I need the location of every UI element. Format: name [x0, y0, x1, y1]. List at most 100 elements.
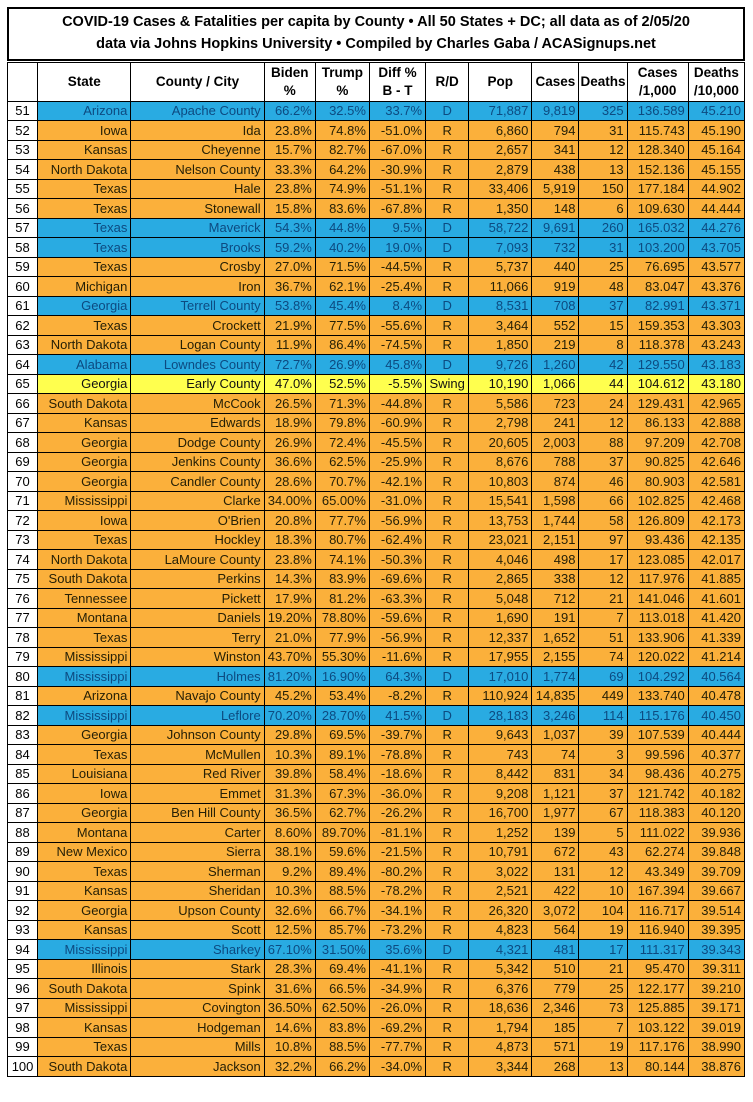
column-header-cases_per_1000: Cases /1,000 [626, 61, 689, 102]
cell-deaths_per_10000: 40.275 [687, 763, 746, 784]
cell-deaths_per_10000: 40.450 [687, 705, 746, 726]
cell-county_city: Edwards [130, 412, 265, 433]
table-title-box: COVID-19 Cases & Fatalities per capita b… [7, 7, 745, 61]
cell-r_d: D [425, 666, 470, 687]
cell-county_city: Sheridan [130, 880, 265, 901]
cell-cases: 148 [531, 198, 580, 219]
cell-county_city: Maverick [130, 217, 265, 238]
cell-county_city: Apache County [130, 100, 265, 121]
cell-deaths: 17 [578, 549, 628, 570]
column-header-r_d: R/D [425, 61, 470, 102]
cell-diff_pct_b_t: -34.9% [368, 978, 427, 999]
cell-cases: 571 [531, 1036, 580, 1057]
cell-county_city: Daniels [130, 607, 265, 628]
cell-deaths: 8 [578, 334, 628, 355]
cell-cases: 2,155 [531, 646, 580, 667]
cell-trump_pct: 79.8% [314, 412, 370, 433]
cell-trump_pct: 66.5% [314, 978, 370, 999]
cell-pop: 13,753 [468, 510, 533, 531]
cell-deaths_per_10000: 43.303 [687, 315, 746, 336]
cell-pop: 6,860 [468, 120, 533, 141]
cell-deaths_per_10000: 43.376 [687, 276, 746, 297]
cell-deaths_per_10000: 42.135 [687, 529, 746, 550]
table-row: 90 Texas Sherman 9.2% 89.4% -80.2% R 3,022 131 12… [6, 861, 746, 882]
cell-cases_per_1000: 123.085 [626, 549, 689, 570]
cell-county_city: Stark [130, 958, 265, 979]
cell-state: New Mexico [37, 841, 132, 862]
cell-deaths_per_10000: 42.017 [687, 549, 746, 570]
cell-cases_per_1000: 107.539 [626, 724, 689, 745]
cell-pop: 9,208 [468, 783, 533, 804]
cell-cases: 3,072 [531, 900, 580, 921]
table-row: 61 Georgia Terrell County 53.8% 45.4% 8.4% D 8,… [6, 295, 746, 316]
table-row: 91 Kansas Sheridan 10.3% 88.5% -78.2% R 2,521 42… [6, 880, 746, 901]
cell-trump_pct: 52.5% [314, 373, 370, 394]
cell-rank: 53 [6, 139, 39, 160]
cell-county_city: Sierra [130, 841, 265, 862]
cell-state: Texas [37, 217, 132, 238]
table-row: 74 North Dakota LaMoure County 23.8% 74.1% -5… [6, 549, 746, 570]
column-header-deaths: Deaths [578, 61, 628, 102]
cell-deaths: 12 [578, 568, 628, 589]
cell-county_city: Carter [130, 822, 265, 843]
cell-deaths_per_10000: 41.420 [687, 607, 746, 628]
cell-trump_pct: 77.5% [314, 315, 370, 336]
page-title-line2: data via Johns Hopkins University • Comp… [96, 35, 656, 52]
cell-state: Texas [37, 198, 132, 219]
cell-deaths: 24 [578, 393, 628, 414]
cell-cases: 341 [531, 139, 580, 160]
cell-cases_per_1000: 43.349 [626, 861, 689, 882]
cell-diff_pct_b_t: 64.3% [368, 666, 427, 687]
cell-county_city: Johnson County [130, 724, 265, 745]
cell-cases_per_1000: 116.717 [626, 900, 689, 921]
cell-deaths_per_10000: 43.183 [687, 354, 746, 375]
cell-biden_pct: 36.5% [263, 802, 316, 823]
cell-cases: 1,260 [531, 354, 580, 375]
cell-biden_pct: 47.0% [263, 373, 316, 394]
cell-deaths_per_10000: 40.182 [687, 783, 746, 804]
cell-cases: 552 [531, 315, 580, 336]
cell-deaths_per_10000: 45.155 [687, 159, 746, 180]
cell-pop: 16,700 [468, 802, 533, 823]
cell-biden_pct: 11.9% [263, 334, 316, 355]
cell-deaths: 48 [578, 276, 628, 297]
cell-county_city: Jackson [130, 1056, 265, 1077]
cell-trump_pct: 83.6% [314, 198, 370, 219]
cell-cases_per_1000: 104.292 [626, 666, 689, 687]
cell-diff_pct_b_t: -81.1% [368, 822, 427, 843]
table-row: 58 Texas Brooks 59.2% 40.2% 19.0% D 7,093 732 31 1… [6, 237, 746, 258]
table-row: 99 Texas Mills 10.8% 88.5% -77.7% R 4,873 571 19 1… [6, 1036, 746, 1057]
cell-deaths_per_10000: 44.902 [687, 178, 746, 199]
cell-deaths: 44 [578, 373, 628, 394]
cell-deaths_per_10000: 41.339 [687, 627, 746, 648]
cell-pop: 10,190 [468, 373, 533, 394]
cell-diff_pct_b_t: 9.5% [368, 217, 427, 238]
cell-pop: 9,726 [468, 354, 533, 375]
table-row: 54 North Dakota Nelson County 33.3% 64.2% -30… [6, 159, 746, 180]
cell-biden_pct: 28.3% [263, 958, 316, 979]
cell-county_city: Red River [130, 763, 265, 784]
cell-county_city: Nelson County [130, 159, 265, 180]
cell-deaths_per_10000: 39.848 [687, 841, 746, 862]
cell-cases: 1,037 [531, 724, 580, 745]
cell-rank: 84 [6, 744, 39, 765]
cell-deaths: 6 [578, 198, 628, 219]
cell-deaths: 31 [578, 237, 628, 258]
cell-cases_per_1000: 86.133 [626, 412, 689, 433]
cell-pop: 2,865 [468, 568, 533, 589]
cell-cases: 438 [531, 159, 580, 180]
cell-trump_pct: 71.5% [314, 256, 370, 277]
cell-diff_pct_b_t: 8.4% [368, 295, 427, 316]
table-row: 72 Iowa O'Brien 20.8% 77.7% -56.9% R 13,753 1,74… [6, 510, 746, 531]
cell-biden_pct: 10.3% [263, 744, 316, 765]
cell-rank: 62 [6, 315, 39, 336]
cell-deaths: 19 [578, 1036, 628, 1057]
cell-r_d: R [425, 744, 470, 765]
cell-deaths: 449 [578, 685, 628, 706]
cell-deaths: 10 [578, 880, 628, 901]
column-header-biden_pct: Biden % [263, 61, 316, 102]
table-row: 65 Georgia Early County 47.0% 52.5% -5.5% Swin… [6, 373, 746, 394]
cell-deaths: 73 [578, 997, 628, 1018]
cell-state: Illinois [37, 958, 132, 979]
cell-r_d: D [425, 295, 470, 316]
